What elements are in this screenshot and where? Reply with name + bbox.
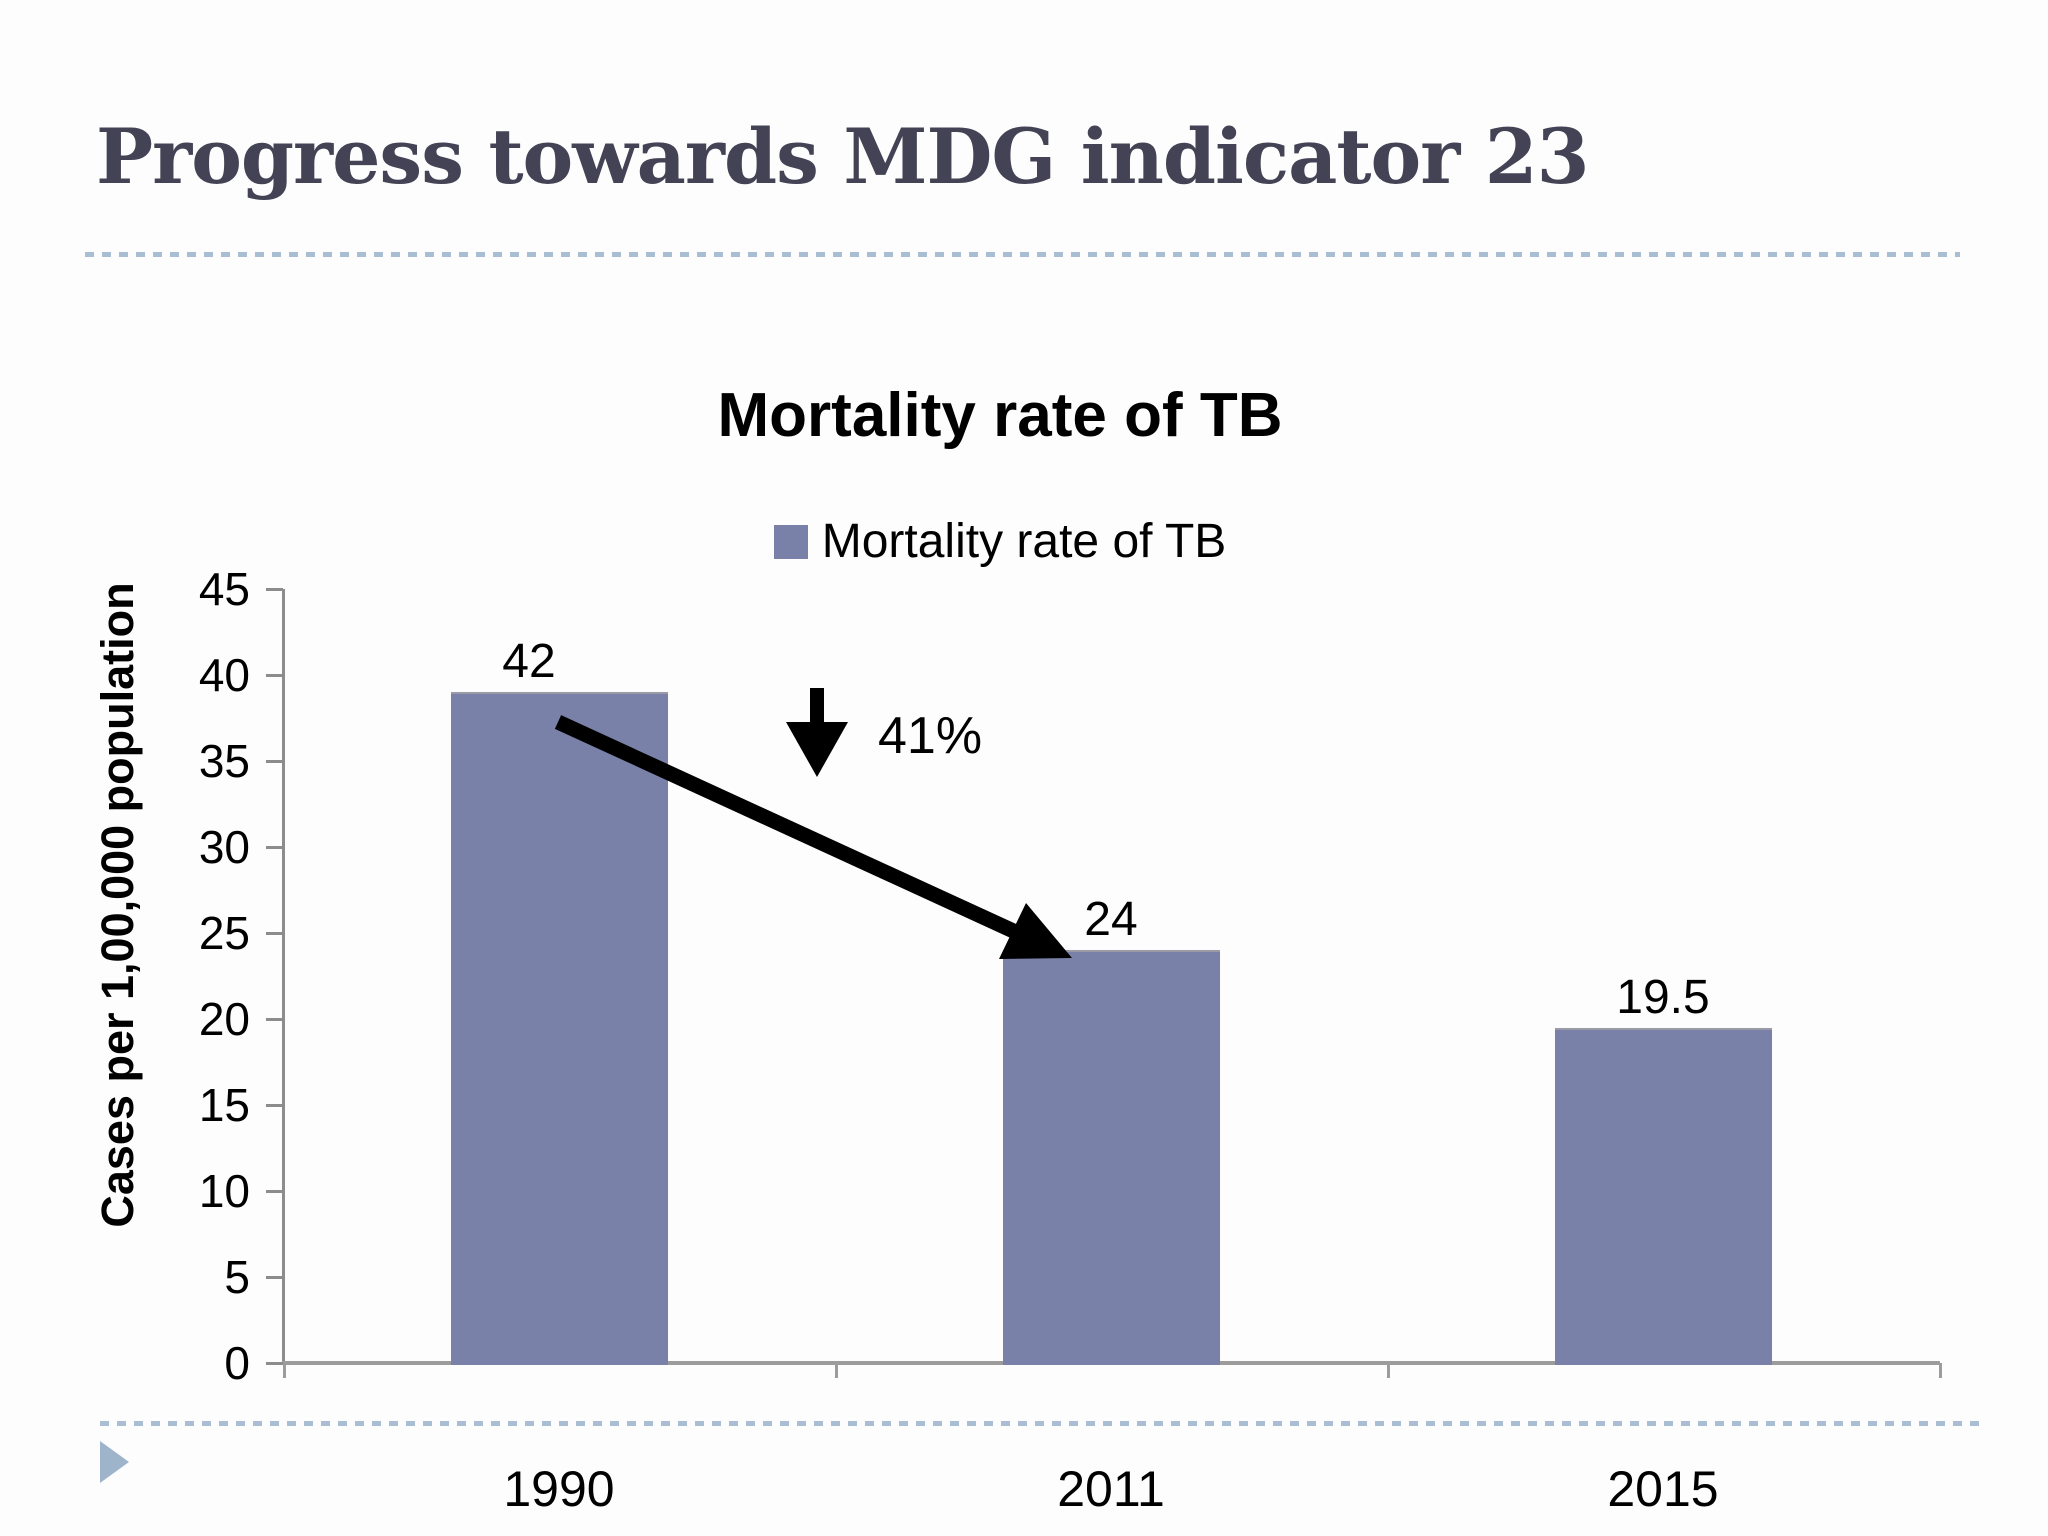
y-tick-label: 5 xyxy=(224,1251,250,1303)
chart-legend: Mortality rate of TB xyxy=(560,514,1440,569)
y-tick-mark xyxy=(266,846,283,849)
y-tick-label: 15 xyxy=(198,1079,250,1131)
bar-2015 xyxy=(1555,1028,1772,1365)
y-tick-label: 35 xyxy=(198,735,250,787)
y-tick-label: 30 xyxy=(198,821,250,873)
y-tick-label: 25 xyxy=(198,907,250,959)
y-tick-mark xyxy=(266,1104,283,1107)
y-tick-label: 40 xyxy=(198,649,250,701)
y-tick-mark xyxy=(266,1190,283,1193)
x-tick-mark xyxy=(283,1363,286,1378)
legend-label: Mortality rate of TB xyxy=(821,515,1227,568)
y-tick-label: 10 xyxy=(198,1165,250,1217)
bar-value-label: 19.5 xyxy=(1616,971,1710,1024)
y-tick-mark xyxy=(266,588,283,591)
y-tick-mark xyxy=(266,1276,283,1279)
decline-trend-arrowhead xyxy=(999,903,1072,959)
slide-title: Progress towards MDG indicator 23 xyxy=(96,112,1589,201)
x-axis-category-label: 2011 xyxy=(1057,1461,1165,1517)
footer-divider-dashed-line xyxy=(100,1421,1980,1426)
y-tick-label: 20 xyxy=(198,993,250,1045)
y-axis-line xyxy=(282,589,285,1365)
y-tick-mark xyxy=(266,760,283,763)
y-tick-mark xyxy=(266,932,283,935)
bar-value-label: 42 xyxy=(502,635,556,688)
y-tick-mark xyxy=(266,1018,283,1021)
y-tick-label: 0 xyxy=(224,1337,250,1389)
chart-title: Mortality rate of TB xyxy=(717,381,1283,450)
decline-trend-arrow-shaft xyxy=(554,715,1024,941)
x-tick-mark xyxy=(835,1363,838,1378)
x-tick-mark xyxy=(1939,1363,1942,1378)
footer-triangle-icon xyxy=(100,1441,129,1483)
y-tick-mark xyxy=(266,1362,283,1365)
x-axis-category-label: 2015 xyxy=(1607,1461,1719,1517)
y-tick-label: 45 xyxy=(198,563,250,615)
y-tick-mark xyxy=(266,674,283,677)
legend-swatch-icon xyxy=(773,524,808,559)
bar-1990 xyxy=(451,692,668,1365)
bar-value-label: 24 xyxy=(1084,893,1138,946)
x-axis-category-label: 1990 xyxy=(503,1461,615,1517)
percent-decrease-label: 41% xyxy=(878,707,983,765)
x-tick-mark xyxy=(1387,1363,1390,1378)
title-divider-dashed-line xyxy=(85,252,1960,257)
bar-2011 xyxy=(1003,950,1220,1365)
down-arrow-icon xyxy=(786,688,848,777)
